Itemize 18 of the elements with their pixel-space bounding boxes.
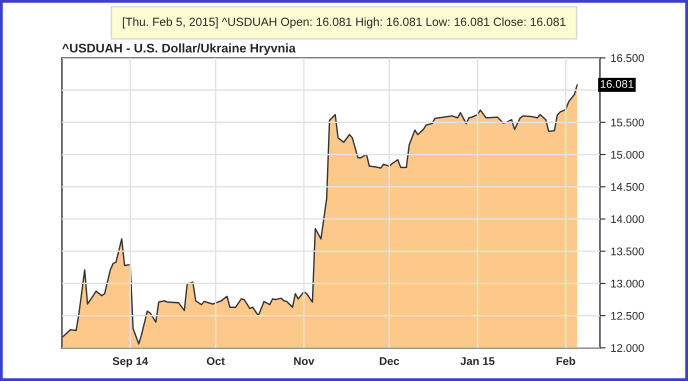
y-tick-label: 14.500: [611, 183, 644, 191]
x-tick-label: Feb: [556, 356, 576, 366]
x-tick-label: Dec: [380, 357, 400, 366]
y-tick-label: 13.500: [611, 247, 644, 256]
x-tick-label: Sep 14: [112, 357, 148, 368]
annotation: 16.081: [600, 80, 634, 88]
y-tick-label: 16.500: [611, 54, 644, 62]
chart-subtitle: ^USDUAH - U.S. Dollar/Ukraine Hryvnia: [62, 43, 296, 56]
x-tick-label: Oct: [206, 357, 225, 366]
y-tick-label: 15.500: [611, 118, 644, 126]
x-tick-label: Nov: [294, 357, 314, 366]
y-tick-label: 14.000: [611, 215, 644, 224]
y-tick-label: 15.000: [611, 150, 644, 159]
chart-title: [Thu. Feb 5, 2015] ^USDUAH Open: 16.081 High: 16.081 Low: 16.081 Close: 16.081: [122, 17, 566, 28]
y-tick-label: 13.000: [611, 280, 644, 288]
y-tick-label: 12.500: [611, 312, 644, 320]
y-tick-label: 12.000: [611, 344, 644, 352]
x-tick-label: Jan 15: [460, 357, 495, 366]
